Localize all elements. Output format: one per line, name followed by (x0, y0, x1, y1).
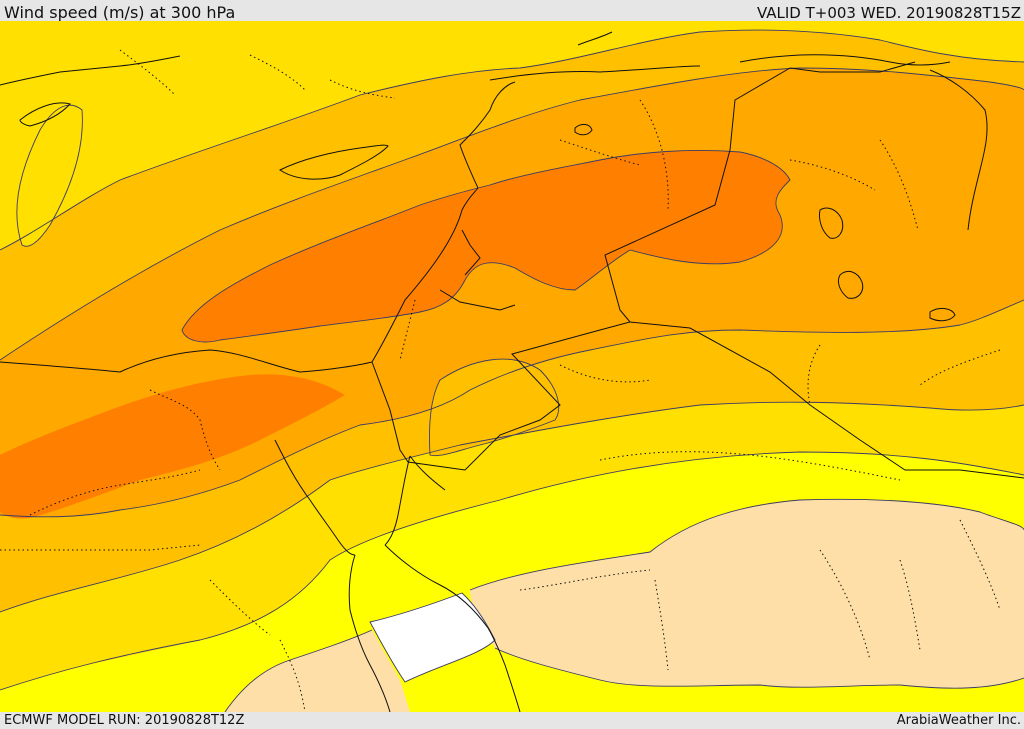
footer-bar: ECMWF MODEL RUN: 20190828T12Z ArabiaWeat… (0, 712, 1024, 729)
band-amber-hole-levant (429, 359, 559, 456)
model-run-label: ECMWF MODEL RUN: 20190828T12Z (4, 713, 245, 728)
coastlines (0, 31, 988, 712)
country-borders (371, 61, 1024, 491)
contour-lines (0, 29, 1024, 712)
band-white (370, 593, 495, 682)
band-orange-deep-core (182, 150, 790, 342)
valid-time-label: VALID T+003 WED. 20190828T15Z (756, 4, 1021, 22)
band-tan-east (470, 499, 1024, 689)
band-gold-sw (0, 402, 1024, 690)
title-bar: Wind speed (m/s) at 300 hPa VALID T+003 … (0, 0, 1024, 22)
wind-speed-map (0, 21, 1024, 712)
band-orange-deep-sw (0, 374, 345, 519)
band-tan-west (225, 630, 410, 712)
region-borders (0, 49, 1001, 712)
map-canvas (0, 21, 1024, 712)
credit-label: ArabiaWeather Inc. (896, 713, 1021, 728)
map-title: Wind speed (m/s) at 300 hPa (4, 3, 236, 22)
band-gold-lens-nw (16, 105, 83, 247)
